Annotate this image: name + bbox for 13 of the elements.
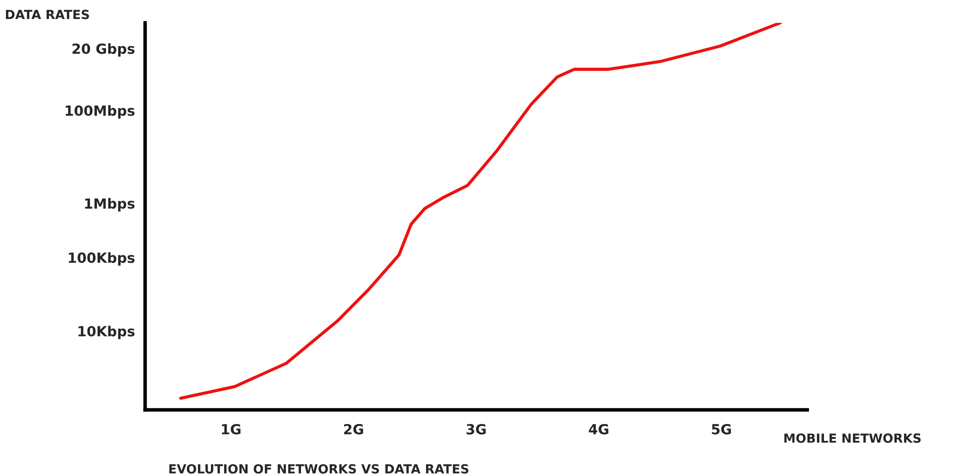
text: 1Mbps [85, 198, 135, 212]
text: EVOLUTION OF NETWORKS VS DATA RATES [169, 464, 468, 474]
x-tick-label: 4G [588, 424, 608, 434]
x-tick-label: 1G [222, 424, 240, 434]
x-tick-label: 5G [712, 424, 731, 434]
y-axis-title: DATA RATES [6, 10, 89, 20]
x-tick-label: 2G [344, 424, 364, 434]
text: 20 Gbps [72, 43, 135, 57]
text: 100Mbps [66, 105, 135, 119]
x-tick-label: 3G [466, 424, 486, 434]
text: 100Kbps [68, 252, 135, 266]
text: 10Kbps [78, 326, 135, 340]
x-axis-title: MOBILE NETWORKS [784, 433, 921, 443]
